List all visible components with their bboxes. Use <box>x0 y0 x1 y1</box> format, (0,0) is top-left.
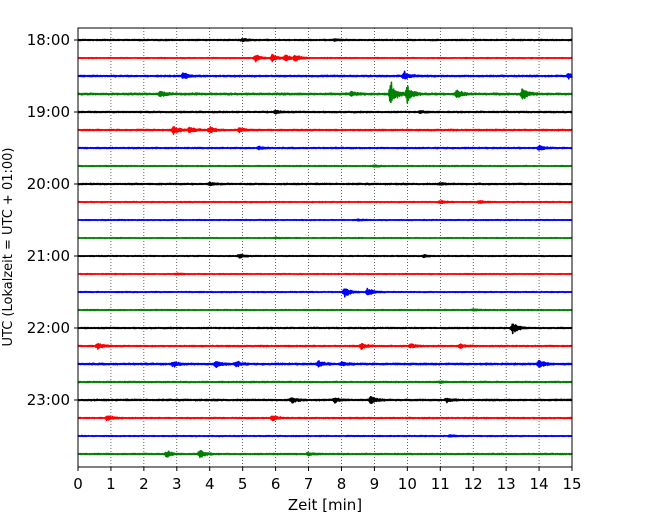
trace-1800 <box>77 37 573 43</box>
trace-layer <box>77 37 573 459</box>
trace-2345 <box>77 450 573 459</box>
trace-1815 <box>77 53 573 63</box>
y-tick-label: 23:00 <box>27 391 70 409</box>
trace-1900 <box>77 109 573 115</box>
x-tick-label: 9 <box>370 475 380 493</box>
x-tick-label: 3 <box>172 475 182 493</box>
x-tick-label: 8 <box>337 475 347 493</box>
x-tick-label: 15 <box>562 475 581 493</box>
trace-2315 <box>77 415 573 422</box>
x-tick-label: 0 <box>73 475 83 493</box>
trace-1830 <box>77 70 573 80</box>
plot-frame <box>77 27 573 468</box>
x-tick-label: 14 <box>530 475 549 493</box>
trace-2300 <box>77 395 573 405</box>
plot-background <box>78 28 572 467</box>
x-tick-label: 11 <box>431 475 450 493</box>
trace-1945 <box>77 164 573 168</box>
trace-2130 <box>77 287 573 298</box>
trace-1930 <box>77 144 573 151</box>
y-tick-label: 22:00 <box>27 319 70 337</box>
trace-2030 <box>77 218 573 222</box>
x-tick-label: 7 <box>304 475 314 493</box>
trace-2200 <box>77 323 573 335</box>
trace-2000 <box>77 181 573 187</box>
x-axis-label: Zeit [min] <box>288 496 362 514</box>
y-axis-label: UTC (Lokalzeit = UTC + 01:00) <box>1 148 16 347</box>
trace-2015 <box>77 199 573 205</box>
x-tick-label: 12 <box>464 475 483 493</box>
y-tick-label: 18:00 <box>27 31 70 49</box>
trace-2115 <box>77 272 573 276</box>
trace-2215 <box>77 342 573 350</box>
x-tick-label: 10 <box>398 475 417 493</box>
y-axis: 18:00 19:00 20:00 21:00 22:00 23:00 <box>27 31 78 409</box>
trace-1845 <box>77 81 573 104</box>
y-tick-label: 19:00 <box>27 103 70 121</box>
x-tick-label: 13 <box>497 475 516 493</box>
x-tick-label: 5 <box>238 475 248 493</box>
x-tick-label: 4 <box>205 475 215 493</box>
x-tick-label: 6 <box>271 475 281 493</box>
x-tick-label: 2 <box>139 475 149 493</box>
trace-2145 <box>77 308 573 312</box>
grid-layer <box>110 28 540 467</box>
trace-2230 <box>77 359 573 369</box>
trace-2245 <box>77 380 573 384</box>
y-tick-label: 20:00 <box>27 175 70 193</box>
x-axis: 0 1 2 3 4 5 6 7 8 9 10 11 12 13 14 15 <box>73 467 582 493</box>
trace-1915 <box>77 125 573 136</box>
trace-2045 <box>77 236 573 240</box>
y-tick-label: 21:00 <box>27 247 70 265</box>
trace-2330 <box>77 434 573 438</box>
trace-2100 <box>77 253 573 259</box>
x-tick-label: 1 <box>106 475 116 493</box>
